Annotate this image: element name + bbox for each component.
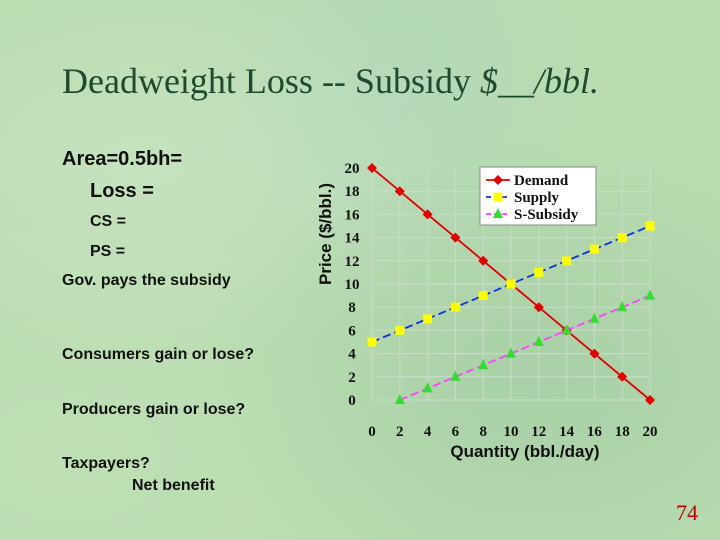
x-tick-label: 6 — [452, 424, 460, 440]
demand-point — [589, 348, 600, 359]
demand-point — [617, 371, 628, 382]
s-subsidy-point — [478, 359, 489, 370]
x-tick-label: 8 — [479, 424, 487, 440]
producers-question: Producers gain or lose? — [62, 401, 246, 418]
x-tick-label: 14 — [559, 424, 575, 440]
x-tick-label: 18 — [615, 424, 630, 440]
page-number: 74 — [676, 500, 698, 525]
s-subsidy-point — [506, 347, 516, 358]
y-tick-label: 12 — [345, 254, 360, 270]
supply-point — [645, 221, 655, 231]
x-tick-label: 16 — [587, 424, 603, 440]
supply-point — [589, 244, 599, 254]
title-italic: $__/bbl. — [479, 61, 599, 101]
supply-point — [506, 279, 516, 289]
supply-point — [493, 192, 503, 202]
y-axis-title: Price ($/bbl.) — [316, 183, 335, 285]
area-formula: Area=0.5bh= — [62, 148, 183, 170]
supply-point — [617, 233, 627, 243]
supply-point — [395, 325, 405, 335]
s-subsidy-point — [394, 394, 405, 404]
supply-point — [562, 256, 572, 266]
y-tick-label: 8 — [348, 300, 356, 316]
chart-grid — [371, 167, 651, 401]
title-main: Deadweight Loss -- Subsidy — [62, 61, 480, 101]
y-tick-label: 16 — [345, 207, 361, 223]
cs-label: CS = — [90, 213, 127, 230]
slide-title: Deadweight Loss -- Subsidy $__/bbl. — [62, 60, 712, 102]
demand-point — [367, 163, 377, 173]
legend-label: S-Subsidy — [514, 207, 579, 223]
y-tick-label: 10 — [345, 277, 360, 293]
s-subsidy-point — [493, 208, 503, 218]
y-tick-label: 6 — [348, 323, 356, 339]
ps-label: PS = — [90, 243, 126, 260]
supply-point — [423, 314, 433, 324]
s-subsidy-point — [645, 289, 655, 300]
x-tick-label: 2 — [396, 424, 404, 440]
taxpayers-question: Taxpayers? — [62, 455, 150, 472]
y-tick-label: 0 — [348, 393, 356, 409]
s-subsidy-point — [561, 324, 572, 335]
supply-point — [450, 302, 460, 312]
supply-point — [367, 337, 377, 347]
x-tick-label: 0 — [368, 424, 376, 440]
x-tick-label: 10 — [504, 424, 519, 440]
loss-label: Loss = — [90, 180, 154, 202]
demand-point — [478, 255, 489, 266]
y-tick-label: 18 — [345, 184, 360, 200]
demand-point — [533, 302, 544, 313]
s-subsidy-point — [422, 382, 433, 393]
x-axis-title: Quantity (bbl./day) — [450, 442, 599, 461]
net-benefit-text: Net benefit — [132, 477, 215, 494]
gov-subsidy-text: Gov. pays the subsidy — [62, 272, 231, 289]
s-subsidy-point — [450, 370, 461, 381]
x-tick-label: 4 — [424, 424, 432, 440]
s-subsidy-point — [589, 312, 600, 323]
supply-point — [478, 291, 488, 301]
y-tick-label: 4 — [348, 347, 356, 363]
y-tick-label: 20 — [345, 161, 360, 177]
chart-series — [367, 163, 655, 405]
s-subsidy-point — [617, 301, 628, 312]
legend-label: Demand — [514, 173, 569, 189]
y-tick-label: 14 — [345, 231, 361, 247]
consumers-question: Consumers gain or lose? — [62, 346, 255, 363]
demand-point — [450, 232, 461, 243]
s-subsidy-point — [533, 336, 544, 346]
x-tick-label: 12 — [531, 424, 546, 440]
x-tick-label: 20 — [643, 424, 658, 440]
axis-ticks: 0 2 4 6 8 10 12 14 16 18 20 0 2 4 6 8 10 12 14 16 18 20 — [345, 161, 658, 440]
y-tick-label: 2 — [348, 370, 356, 386]
demand-point — [394, 186, 405, 197]
demand-point — [645, 395, 655, 405]
legend-label: Supply — [514, 190, 560, 206]
demand-point — [422, 209, 433, 220]
s-subsidy-line — [399, 294, 651, 401]
supply-point — [534, 267, 544, 277]
demand-point — [493, 175, 503, 185]
